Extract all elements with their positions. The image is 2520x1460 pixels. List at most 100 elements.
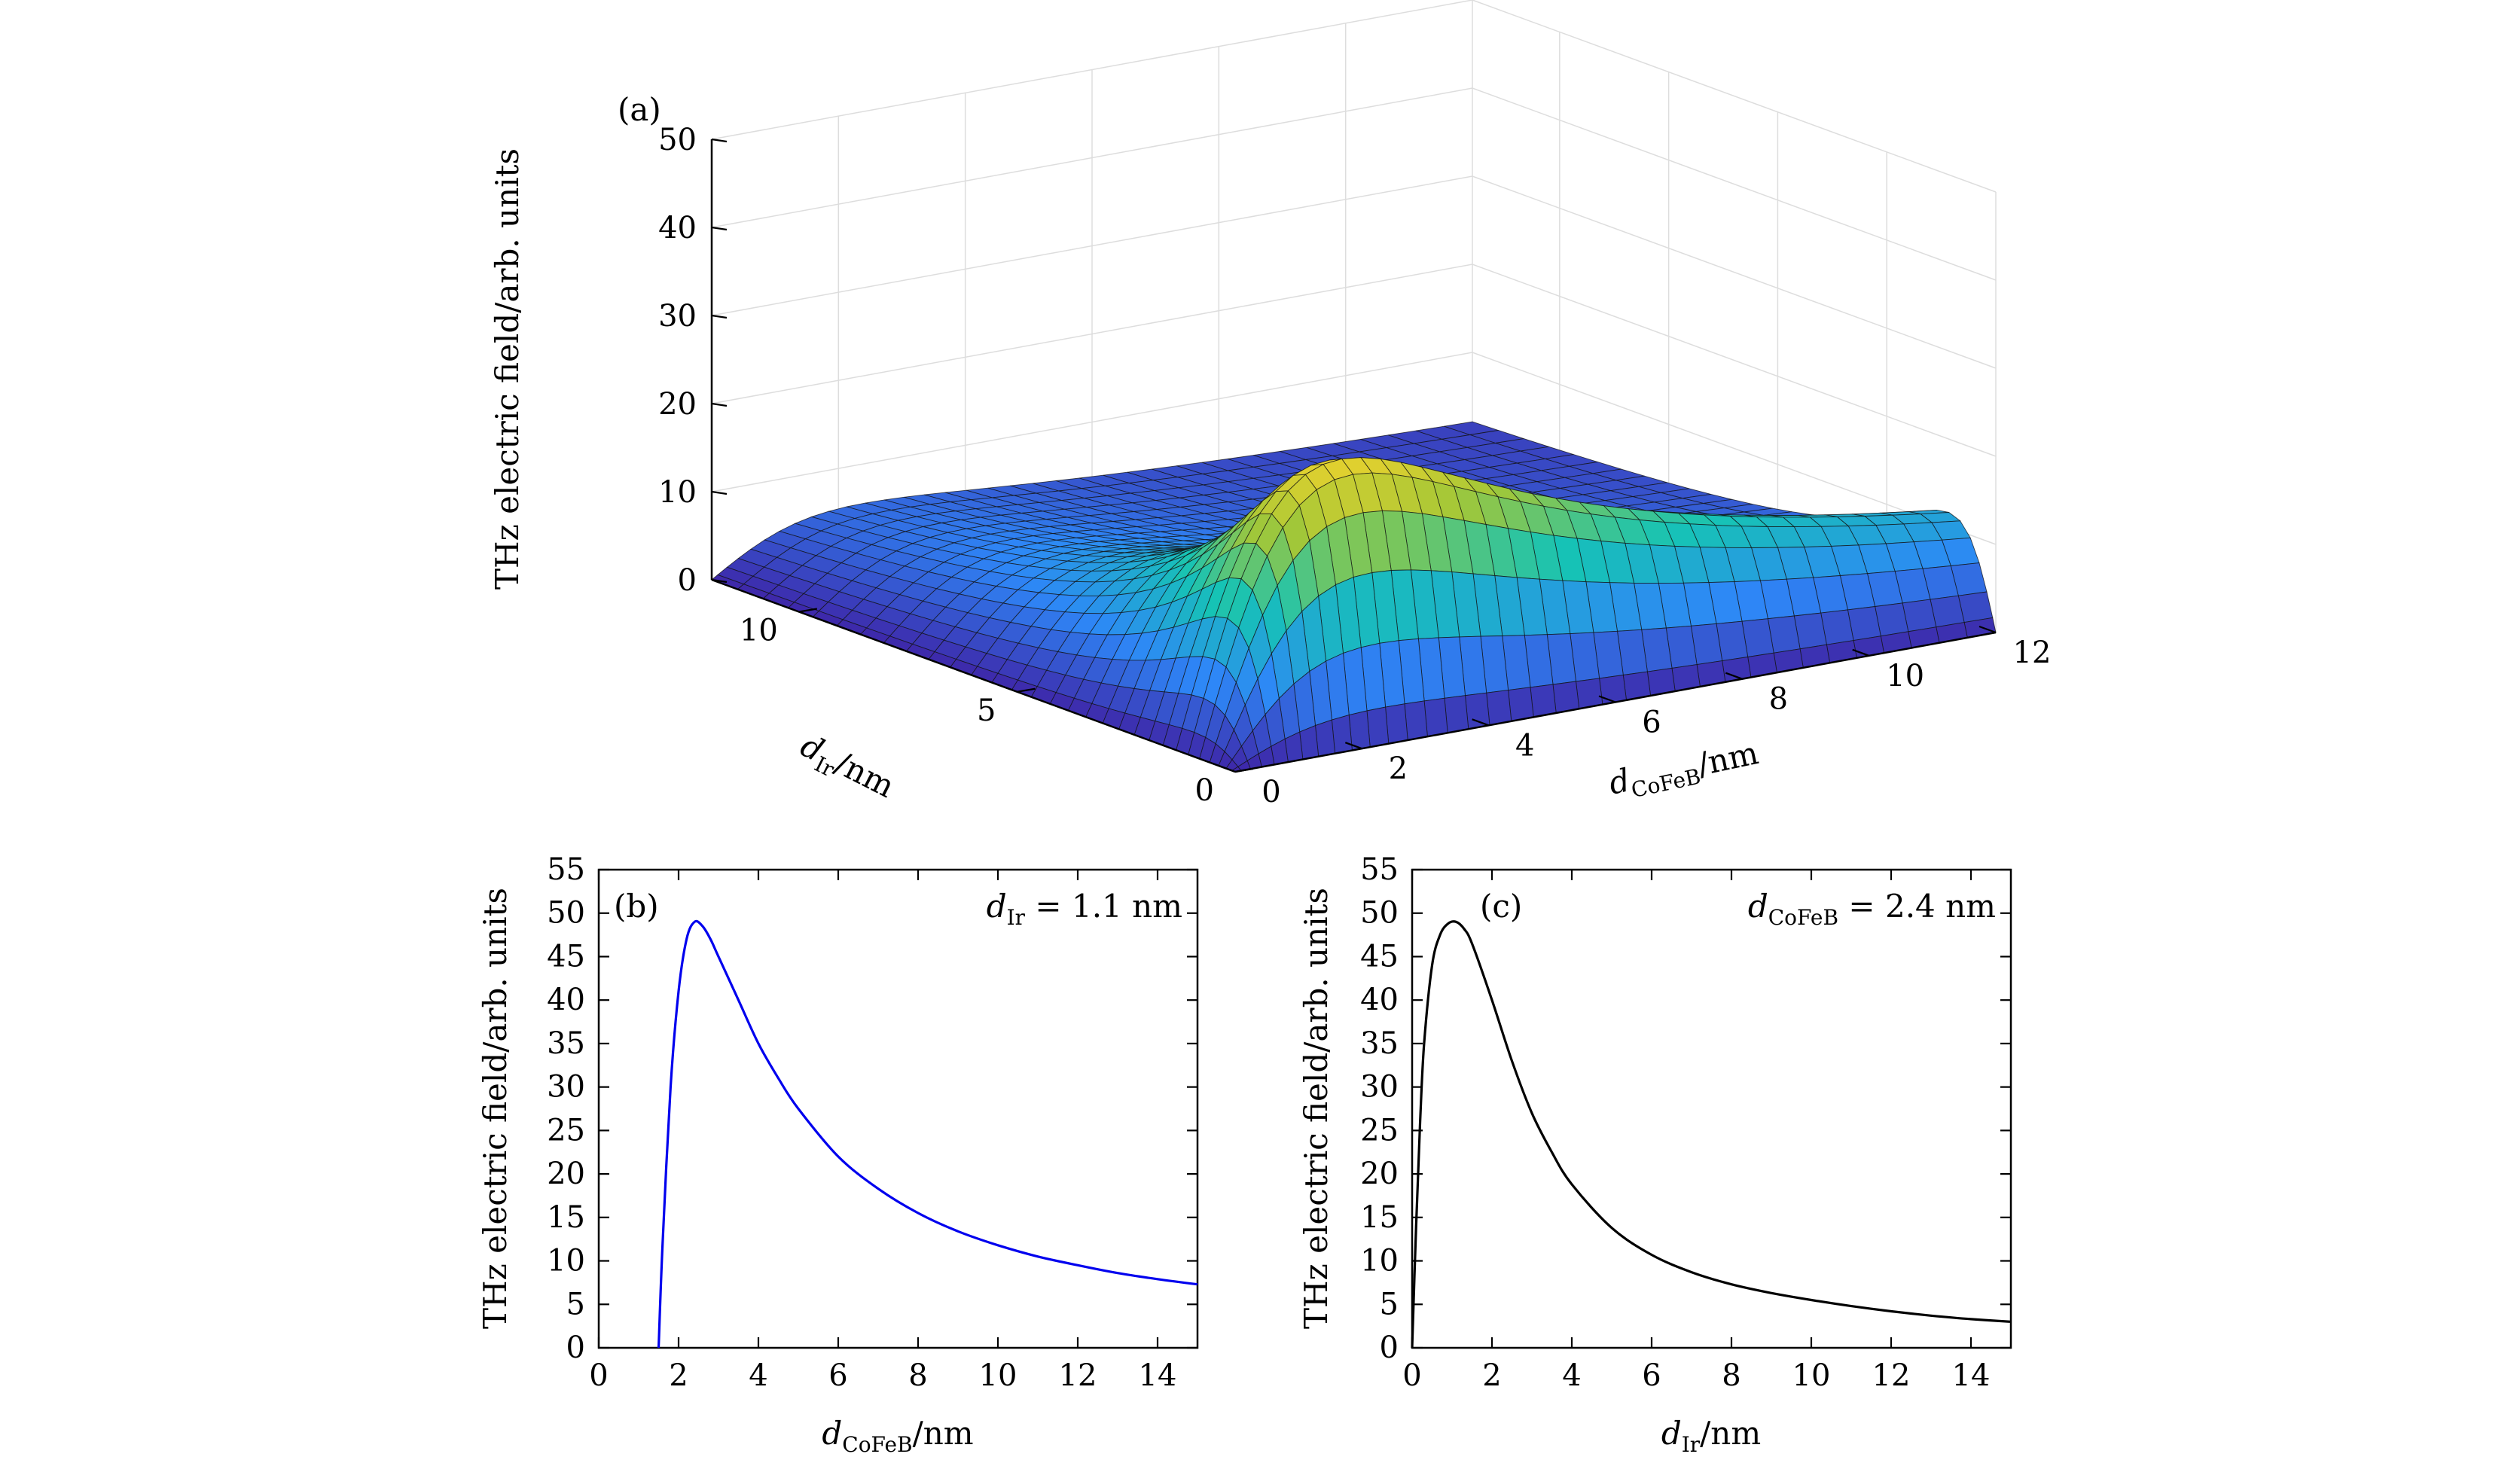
panel-b-x-tick-label: 4 (749, 1358, 767, 1393)
surface-face (1444, 695, 1469, 733)
panel-b-x-tick-label: 0 (589, 1358, 608, 1393)
panel-b-y-tick-label: 50 (547, 896, 585, 931)
panel-c-y-axis-title: THz electric field/arb. units (1298, 888, 1335, 1329)
panel-c-y-tick-label: 50 (1360, 896, 1399, 931)
panel-b-x-tick-label: 2 (669, 1358, 688, 1393)
panel-a-z-axis-title: THz electric field/arb. units (489, 148, 526, 590)
panel-b-x-tick-label: 6 (828, 1358, 847, 1393)
panel-c-y-tick-label: 5 (1380, 1287, 1399, 1321)
y-tick-label: 0 (1195, 773, 1214, 808)
panel-c-annotation: dCoFeB = 2.4 nm (1748, 888, 1996, 930)
z-tick-label: 50 (658, 123, 697, 157)
panel-c-x-tick-label: 2 (1482, 1358, 1501, 1393)
panel-c-x-tick-label: 4 (1562, 1358, 1581, 1393)
panel-b-y-tick-label: 40 (547, 983, 585, 1017)
x-tick (1218, 764, 1236, 773)
surface-face (1530, 684, 1557, 718)
panel-b-y-tick-label: 5 (566, 1287, 585, 1321)
panel-b-x-tick-label: 8 (908, 1358, 927, 1393)
panel-c-y-tick-label: 15 (1360, 1200, 1399, 1235)
panel-a-y-axis-title: dIr/nm (792, 727, 900, 809)
panel-b-x-tick-label: 12 (1059, 1358, 1097, 1393)
panel-b-y-tick-label: 30 (547, 1070, 585, 1105)
y-tick (1234, 767, 1254, 773)
panel-c-y-tick-label: 45 (1360, 939, 1399, 974)
panel-c-y-tick-label: 10 (1360, 1244, 1399, 1279)
panel-b-series-line (657, 919, 1198, 1349)
panel-b-y-tick-label: 10 (547, 1244, 585, 1279)
panel-b-line-chart: 0 2 4 6 8 10 12 14 0 5 10 15 20 25 30 35 40 45 50 55 (b) dI… (477, 852, 1199, 1457)
panel-c-y-tick-label: 0 (1380, 1330, 1399, 1365)
surface-face (1552, 681, 1580, 714)
surface-face (1486, 690, 1512, 726)
panel-b-y-tick-label: 35 (547, 1026, 585, 1061)
panel-c-x-axis-title: dIr/nm (1661, 1415, 1761, 1457)
panel-c-plot-frame (1411, 868, 2012, 1349)
panel-b-y-tick-label: 45 (547, 939, 585, 974)
z-tick-label: 20 (658, 387, 697, 422)
surface-face (1315, 719, 1336, 757)
surface-mesh (711, 421, 1997, 773)
surface-face (1423, 697, 1448, 737)
panel-c-x-tick-label: 8 (1722, 1358, 1741, 1393)
panel-c-series-line (1411, 920, 2012, 1349)
surface-face (1331, 715, 1353, 754)
z-tick-label: 40 (658, 211, 697, 245)
panel-c-x-tick-label: 6 (1642, 1358, 1661, 1393)
x-tick-label: 8 (1769, 682, 1788, 717)
wall-gridline (711, 175, 1997, 369)
panel-b-y-tick-label: 25 (547, 1113, 585, 1148)
surface-face (1404, 700, 1428, 741)
surface-face (1366, 706, 1390, 748)
panel-c-ticks: 0 2 4 6 8 10 12 14 0 5 10 15 20 25 30 35 40 45 50 55 (1360, 852, 2011, 1393)
panel-c-y-tick-label: 20 (1360, 1157, 1399, 1191)
panel-c-line-chart: 0 2 4 6 8 10 12 14 0 5 10 15 20 25 30 35 40 45 50 55 (c) dC… (1298, 852, 2012, 1457)
panel-c-x-tick-label: 0 (1402, 1358, 1421, 1393)
panel-a-surface-plot: 0 10 20 30 40 50 0 2 4 6 8 10 12 0 5 10 (a) THz electri… (489, 0, 2051, 809)
wall-gridline (711, 264, 1997, 457)
panel-c-x-tick-label: 10 (1792, 1358, 1831, 1393)
panel-a-tick-labels: 0 10 20 30 40 50 0 2 4 6 8 10 12 0 5 10 (658, 123, 2051, 809)
z-tick (711, 490, 728, 495)
z-tick (711, 138, 728, 143)
panel-b-x-axis-title: dCoFeB/nm (822, 1415, 973, 1457)
panel-a-x-axis-title: dCoFeB/nm (1606, 734, 1762, 807)
z-tick-label: 10 (658, 475, 697, 510)
x-tick (1852, 648, 1870, 657)
panel-b-x-tick-label: 10 (979, 1358, 1017, 1393)
panel-c-label: (c) (1480, 888, 1522, 925)
surface-face (1385, 703, 1408, 745)
wall-gridline (711, 0, 1997, 193)
y-tick (798, 608, 818, 613)
panel-c-x-tick-label: 14 (1952, 1358, 1991, 1393)
y-tick (1017, 687, 1036, 693)
panel-b-plot-frame (597, 868, 1199, 1349)
panel-c-y-tick-label: 55 (1360, 852, 1399, 887)
panel-b-y-tick-label: 20 (547, 1157, 585, 1191)
x-tick (1598, 695, 1616, 703)
panel-c-y-tick-label: 35 (1360, 1026, 1399, 1061)
panel-c-y-tick-label: 40 (1360, 983, 1399, 1017)
surface-face (1576, 678, 1603, 709)
wall-gridline (711, 87, 1997, 281)
z-tick (711, 578, 728, 584)
z-tick (711, 226, 728, 231)
x-tick (1978, 625, 1997, 634)
panel-b-x-tick-label: 14 (1139, 1358, 1177, 1393)
panel-b-y-tick-label: 0 (566, 1330, 585, 1365)
x-tick-label: 4 (1515, 728, 1534, 763)
x-tick (1472, 718, 1490, 727)
y-tick-label: 5 (977, 693, 996, 728)
x-tick-label: 12 (2013, 636, 2052, 670)
panel-b-y-axis-title: THz electric field/arb. units (477, 888, 514, 1329)
z-tick-label: 30 (658, 299, 697, 334)
x-tick-label: 6 (1642, 706, 1661, 740)
z-tick (711, 402, 728, 407)
surface-face (1508, 687, 1534, 722)
x-tick (1344, 742, 1362, 750)
x-tick-label: 10 (1886, 659, 1924, 693)
panel-b-label: (b) (614, 888, 659, 925)
y-tick-label: 10 (740, 614, 778, 648)
panel-b-y-tick-label: 55 (547, 852, 585, 887)
